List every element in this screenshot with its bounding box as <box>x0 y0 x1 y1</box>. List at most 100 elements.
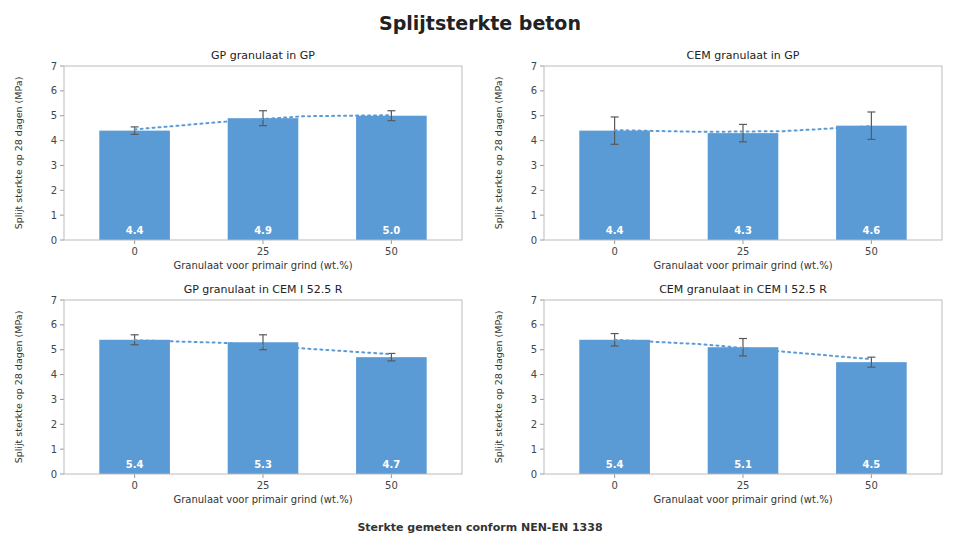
y-tick <box>540 165 544 166</box>
bar <box>99 340 170 474</box>
error-cap <box>867 357 875 358</box>
y-tick-label: 5 <box>51 344 57 355</box>
panel-title: GP granulaat in GP <box>211 49 315 62</box>
x-axis-label: Granulaat voor primair grind (wt.%) <box>653 260 832 271</box>
error-stem <box>391 111 392 121</box>
x-tick-label: 25 <box>257 480 270 491</box>
y-tick <box>60 474 64 475</box>
error-stem <box>742 124 743 141</box>
error-cap <box>739 124 747 125</box>
x-axis-label: Granulaat voor primair grind (wt.%) <box>653 494 832 505</box>
y-tick-label: 0 <box>51 469 57 480</box>
y-tick-label: 4 <box>531 369 537 380</box>
y-tick <box>540 115 544 116</box>
y-tick-label: 3 <box>51 160 57 171</box>
y-tick-label: 1 <box>531 210 537 221</box>
y-tick <box>60 324 64 325</box>
y-tick-label: 1 <box>531 444 537 455</box>
data-label: 4.6 <box>863 225 881 236</box>
y-tick-label: 2 <box>531 419 537 430</box>
error-cap <box>867 139 875 140</box>
y-tick <box>60 165 64 166</box>
y-tick <box>540 66 544 67</box>
y-tick <box>540 324 544 325</box>
y-tick-label: 3 <box>51 394 57 405</box>
plot-frame <box>64 66 462 240</box>
x-tick-label: 0 <box>611 246 617 257</box>
bar <box>708 347 779 474</box>
trend-line <box>615 126 872 132</box>
panel-title: GP granulaat in CEM I 52.5 R <box>184 283 343 296</box>
y-tick-label: 3 <box>531 394 537 405</box>
bar <box>708 133 779 240</box>
error-cap <box>611 116 619 117</box>
error-cap <box>611 345 619 346</box>
y-axis-label: Splijt sterkte op 28 dagen (MPa) <box>13 311 24 464</box>
y-tick <box>60 240 64 241</box>
y-tick-label: 5 <box>51 110 57 121</box>
x-tick <box>871 474 872 478</box>
error-cap <box>259 334 267 335</box>
y-tick <box>540 424 544 425</box>
x-tick-label: 50 <box>385 246 398 257</box>
y-tick-label: 6 <box>51 319 57 330</box>
error-cap <box>867 367 875 368</box>
data-label: 4.3 <box>734 225 752 236</box>
bar <box>99 131 170 240</box>
y-tick-label: 1 <box>51 210 57 221</box>
x-tick-label: 25 <box>737 480 750 491</box>
error-cap <box>739 141 747 142</box>
data-label: 4.5 <box>863 459 881 470</box>
y-tick <box>60 115 64 116</box>
error-cap <box>739 338 747 339</box>
y-tick-label: 5 <box>531 110 537 121</box>
x-tick-label: 50 <box>865 480 878 491</box>
x-tick-label: 0 <box>611 480 617 491</box>
x-tick <box>743 474 744 478</box>
panel: CEM granulaat in CEM I 52.5 RGranulaat v… <box>493 283 942 505</box>
page: {"title": "Splijtsterkte beton", "subtit… <box>0 0 960 540</box>
y-tick-label: 7 <box>531 61 537 72</box>
x-tick-label: 50 <box>385 480 398 491</box>
error-stem <box>134 127 135 134</box>
x-axis-label: Granulaat voor primair grind (wt.%) <box>173 260 352 271</box>
bar <box>836 362 907 474</box>
data-label: 4.9 <box>254 225 272 236</box>
x-tick-label: 50 <box>865 246 878 257</box>
y-tick-label: 0 <box>51 235 57 246</box>
error-cap <box>259 125 267 126</box>
y-tick-label: 7 <box>51 295 57 306</box>
error-stem <box>871 112 872 139</box>
y-tick-label: 6 <box>51 85 57 96</box>
error-cap <box>259 110 267 111</box>
x-tick <box>263 474 264 478</box>
trend-line <box>135 115 392 129</box>
y-tick-label: 5 <box>531 344 537 355</box>
trend-line <box>135 340 392 354</box>
x-tick-label: 25 <box>257 246 270 257</box>
y-tick-label: 7 <box>51 61 57 72</box>
panel-title: CEM granulaat in GP <box>687 49 800 62</box>
y-tick <box>60 140 64 141</box>
data-label: 5.4 <box>606 459 624 470</box>
x-tick <box>391 240 392 244</box>
error-cap <box>867 111 875 112</box>
error-cap <box>611 144 619 145</box>
x-tick <box>614 240 615 244</box>
y-tick <box>540 474 544 475</box>
data-label: 4.7 <box>383 459 401 470</box>
error-cap <box>131 126 139 127</box>
subtitle: Sterkte gemeten conform NEN-EN 1338 <box>357 521 602 534</box>
main-title: Splijtsterkte beton <box>379 12 581 34</box>
plot-frame <box>64 300 462 474</box>
data-label: 5.4 <box>126 459 144 470</box>
y-tick-label: 0 <box>531 469 537 480</box>
y-tick-label: 6 <box>531 85 537 96</box>
y-tick <box>60 90 64 91</box>
x-tick <box>134 474 135 478</box>
error-cap <box>131 134 139 135</box>
x-tick <box>743 240 744 244</box>
data-labels: 4.44.95.0 <box>126 225 401 236</box>
x-tick-label: 0 <box>131 246 137 257</box>
y-tick <box>540 399 544 400</box>
